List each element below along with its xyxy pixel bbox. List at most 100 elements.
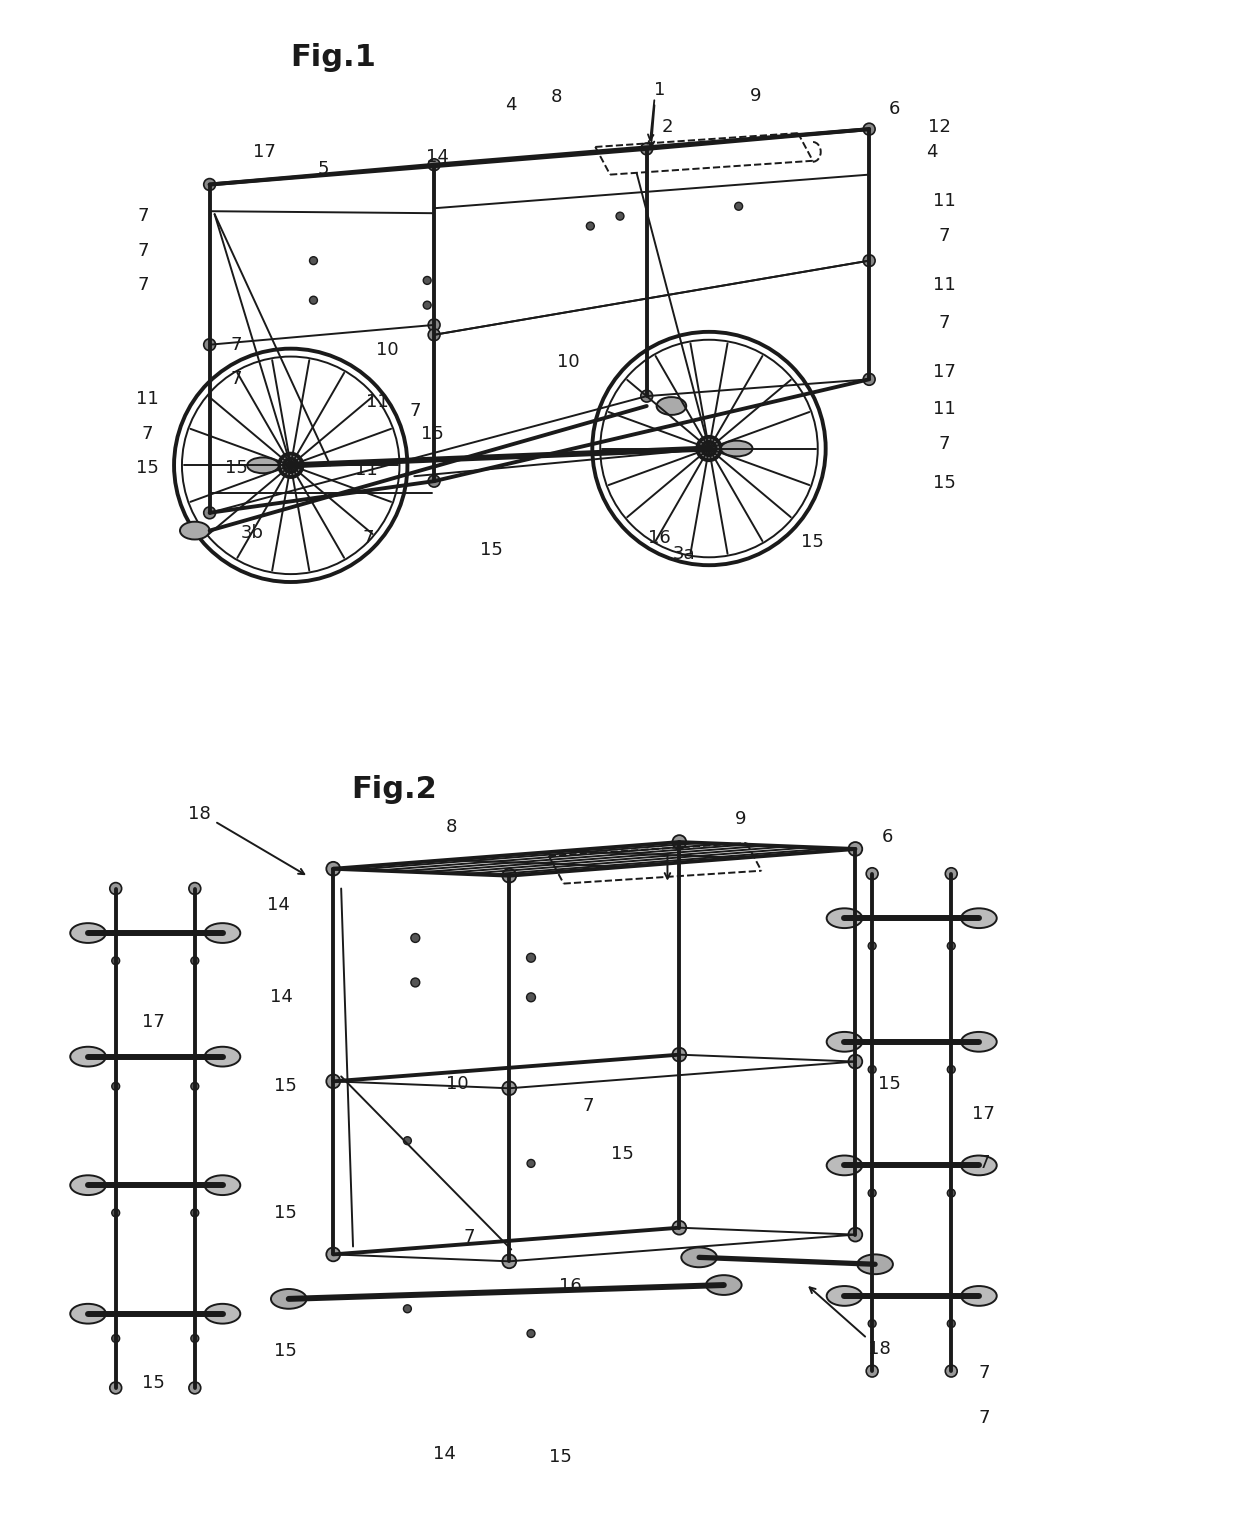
Circle shape (616, 213, 624, 220)
Text: 15: 15 (801, 533, 825, 551)
Circle shape (672, 1048, 686, 1062)
Circle shape (527, 1329, 534, 1337)
Text: 14: 14 (268, 896, 290, 914)
Text: 18: 18 (188, 805, 211, 823)
Text: 7: 7 (978, 1154, 990, 1173)
Text: 11: 11 (136, 390, 159, 409)
Circle shape (947, 942, 955, 949)
Text: 6: 6 (889, 100, 900, 118)
Text: 11: 11 (932, 276, 956, 295)
Text: 11: 11 (366, 393, 389, 412)
Circle shape (423, 276, 432, 284)
Circle shape (868, 942, 877, 949)
Circle shape (641, 390, 652, 403)
Circle shape (697, 437, 720, 460)
Ellipse shape (657, 396, 686, 415)
Text: 17: 17 (972, 1104, 996, 1123)
Ellipse shape (681, 1247, 717, 1267)
Circle shape (735, 202, 743, 210)
Text: 8: 8 (551, 88, 563, 106)
Text: Fig.2: Fig.2 (352, 775, 438, 804)
Ellipse shape (827, 1287, 862, 1306)
Circle shape (947, 1320, 955, 1328)
Text: 15: 15 (274, 1205, 298, 1221)
Circle shape (672, 1221, 686, 1235)
Text: 16: 16 (649, 529, 671, 547)
Text: 15: 15 (932, 474, 956, 492)
Circle shape (110, 883, 122, 895)
Text: 17: 17 (253, 143, 275, 161)
Text: 7: 7 (362, 529, 373, 547)
Text: 15: 15 (136, 459, 159, 477)
Circle shape (428, 330, 440, 340)
Circle shape (112, 1209, 120, 1217)
Circle shape (868, 1320, 877, 1328)
Circle shape (672, 835, 686, 849)
Text: 15: 15 (480, 541, 503, 559)
Text: 17: 17 (932, 363, 956, 381)
Text: 11: 11 (932, 193, 956, 210)
Ellipse shape (961, 1031, 997, 1051)
Ellipse shape (247, 457, 279, 474)
Circle shape (587, 222, 594, 229)
Text: 15: 15 (224, 459, 248, 477)
Text: 3a: 3a (673, 545, 696, 564)
Text: 16: 16 (559, 1277, 582, 1296)
Circle shape (863, 255, 875, 266)
Circle shape (326, 861, 340, 875)
Circle shape (863, 123, 875, 135)
Text: 14: 14 (425, 147, 449, 166)
Circle shape (527, 993, 536, 1001)
Circle shape (284, 459, 298, 472)
Ellipse shape (961, 1156, 997, 1176)
Circle shape (868, 1189, 877, 1197)
Text: 2: 2 (662, 118, 673, 137)
Text: 11: 11 (355, 462, 377, 480)
Circle shape (112, 957, 120, 965)
Text: 8: 8 (446, 819, 458, 837)
Circle shape (641, 143, 652, 155)
Text: 10: 10 (557, 354, 580, 372)
Text: 9: 9 (735, 810, 746, 828)
Ellipse shape (205, 1176, 241, 1195)
Circle shape (410, 934, 420, 942)
Text: 7: 7 (939, 314, 950, 333)
Circle shape (867, 1366, 878, 1378)
Circle shape (112, 1335, 120, 1343)
Circle shape (403, 1136, 412, 1145)
Text: 4: 4 (506, 96, 517, 114)
Text: 14: 14 (270, 989, 294, 1006)
Circle shape (326, 1247, 340, 1261)
Text: 15: 15 (420, 425, 444, 442)
Circle shape (191, 1209, 198, 1217)
Circle shape (945, 1366, 957, 1378)
Text: 7: 7 (231, 371, 242, 389)
Text: 7: 7 (409, 403, 422, 419)
Ellipse shape (71, 924, 105, 943)
Circle shape (310, 257, 317, 264)
Text: 15: 15 (141, 1375, 165, 1391)
Ellipse shape (205, 924, 241, 943)
Text: 15: 15 (274, 1077, 298, 1095)
Circle shape (428, 475, 440, 488)
Circle shape (203, 339, 216, 351)
Text: 7: 7 (231, 336, 242, 354)
Text: 7: 7 (138, 242, 149, 260)
Ellipse shape (180, 521, 210, 539)
Text: 9: 9 (750, 87, 761, 105)
Circle shape (191, 957, 198, 965)
Ellipse shape (71, 1047, 105, 1066)
Ellipse shape (827, 1156, 862, 1176)
Text: 10: 10 (445, 1075, 469, 1094)
Ellipse shape (71, 1303, 105, 1323)
Circle shape (502, 1082, 516, 1095)
Text: 12: 12 (928, 118, 951, 137)
Circle shape (279, 454, 303, 477)
Text: 7: 7 (141, 425, 153, 442)
Text: 7: 7 (583, 1097, 594, 1115)
Circle shape (423, 301, 432, 308)
Text: 6: 6 (882, 828, 893, 846)
Text: 14: 14 (433, 1445, 455, 1463)
Circle shape (188, 883, 201, 895)
Text: 7: 7 (939, 226, 950, 245)
